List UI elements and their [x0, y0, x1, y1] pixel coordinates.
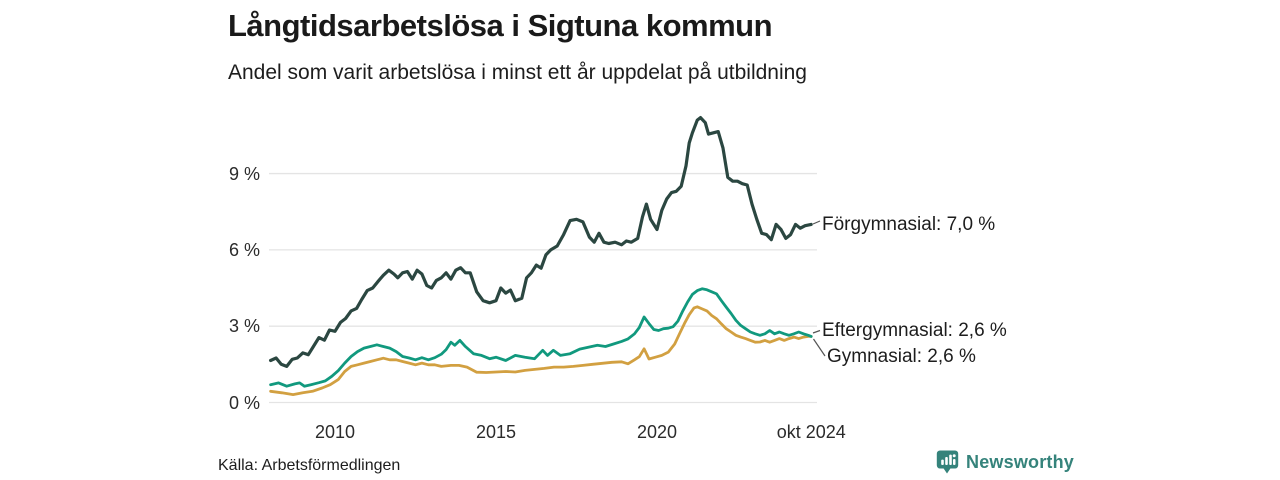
annotation-eftergymnasial: Eftergymnasial: 2,6 % — [822, 320, 1007, 341]
brand-name: Newsworthy — [966, 452, 1075, 472]
x-axis-tick-label: 2020 — [636, 422, 678, 442]
y-axis-tick-label: 3 % — [228, 316, 260, 337]
y-axis-tick-label: 6 % — [228, 239, 260, 260]
newsworthy-pin-icon — [936, 450, 959, 475]
y-axis-tick-label: 9 % — [228, 163, 260, 184]
page-subtitle: Andel som varit arbetslösa i minst ett å… — [228, 61, 807, 84]
x-axis-tick-label: 2010 — [314, 422, 356, 442]
page-title: Långtidsarbetslösa i Sigtuna kommun — [228, 8, 773, 43]
y-axis-tick-label: 0 % — [228, 392, 260, 413]
annotation-gymnasial: Gymnasial: 2,6 % — [827, 346, 976, 367]
annotation-connector — [812, 329, 821, 334]
brand-logo: Newsworthy — [936, 450, 1074, 475]
annotation-connector — [812, 220, 821, 225]
annotation-forgymnasial: Förgymnasial: 7,0 % — [822, 214, 996, 235]
series-line-eftergymnasial — [269, 287, 813, 388]
x-axis-tick-label: okt 2024 — [776, 422, 846, 442]
series-line-gymnasial — [269, 305, 813, 397]
annotation-connector — [813, 338, 826, 357]
series-line-förgymnasial — [269, 115, 813, 368]
x-axis-tick-label: 2015 — [475, 422, 517, 442]
source-text: Källa: Arbetsförmedlingen — [218, 457, 401, 474]
